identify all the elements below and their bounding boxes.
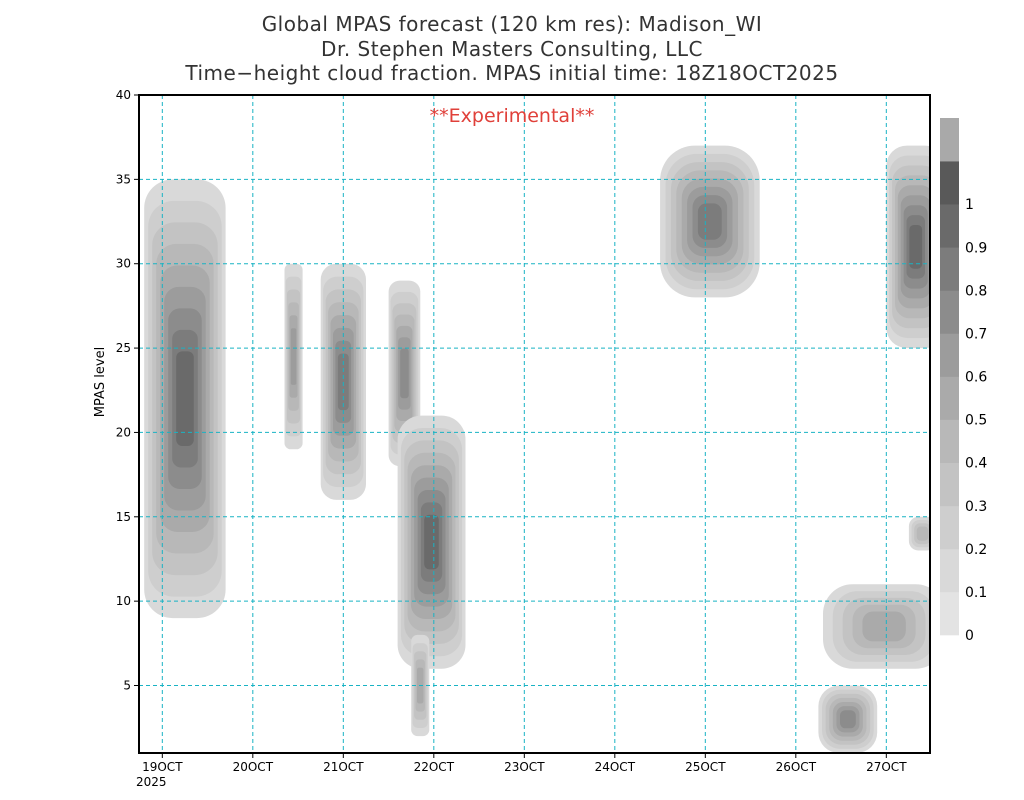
colorbar-box-5 [940, 376, 959, 420]
x-axis: 19OCT 20OCT 21OCT 22OCT 23OCT 24OCT 25OCT 26OCT… [142, 753, 907, 774]
cloud-region-7-level-7 [840, 710, 856, 729]
colorbar-box-8 [940, 247, 959, 291]
cloud-region-2-level-8 [337, 353, 349, 411]
x-tick-label-19OCT: 19OCT [142, 760, 183, 774]
colorbar-box-6 [940, 333, 959, 377]
cloud-region-11-level-2 [937, 628, 944, 710]
experimental-annotation: **Experimental** [430, 105, 595, 127]
y-tick-label-5: 5 [123, 679, 131, 693]
colorbar-box-3 [940, 462, 959, 507]
x-tick-label-27OCT: 27OCT [866, 760, 907, 774]
colorbar-box-10 [940, 161, 959, 205]
cloud-region-6-level-8 [697, 203, 722, 240]
colorbar-box-0 [940, 591, 959, 636]
cloud-region-8-level-5 [862, 611, 906, 642]
x-tick-label-20OCT: 20OCT [233, 760, 274, 774]
cloud-region-4-level-9 [424, 514, 439, 570]
colorbar-box-7 [940, 290, 959, 334]
x-tick-label-22OCT: 22OCT [414, 760, 455, 774]
cloud-region-11-level-3 [938, 638, 944, 700]
cloud-region-0-level-9 [176, 351, 194, 446]
y-axis-label: MPAS level [93, 347, 108, 417]
colorbar-label-0.9: 0.9 [965, 240, 987, 256]
cloud-fraction-field [144, 145, 944, 753]
cloud-region-10-level-4 [916, 526, 929, 541]
cloud-region-9-level-9 [909, 225, 923, 269]
chart-title-line-1: Global MPAS forecast (120 km res): Madis… [261, 12, 763, 36]
y-tick-label-10: 10 [116, 594, 131, 608]
colorbar-label-0.2: 0.2 [965, 542, 987, 558]
y-tick-label-25: 25 [116, 341, 131, 355]
y-axis: 5 10 15 20 25 30 35 40 [116, 88, 139, 693]
x-tick-label-25OCT: 25OCT [685, 760, 726, 774]
colorbar-legend: 0 0.1 0.2 0.3 0.4 0.5 0.6 0.7 0.8 0.9 1 [940, 118, 987, 644]
colorbar-label-0.6: 0.6 [965, 370, 987, 386]
chart-title-line-3: Time−height cloud fraction. MPAS initial… [185, 61, 839, 85]
colorbar-label-0: 0 [965, 628, 974, 644]
chart-title-line-2: Dr. Stephen Masters Consulting, LLC [321, 37, 703, 61]
cloud-region-11-level-4 [939, 647, 943, 690]
y-tick-label-30: 30 [116, 257, 131, 271]
y-tick-label-35: 35 [116, 172, 131, 186]
colorbar-label-1: 1 [965, 197, 974, 213]
colorbar-label-0.8: 0.8 [965, 283, 987, 299]
y-tick-label-40: 40 [116, 88, 131, 102]
x-axis-year: 2025 [136, 775, 167, 789]
colorbar-label-0.7: 0.7 [965, 326, 987, 342]
plot-frame [138, 94, 931, 754]
colorbar-box-2 [940, 505, 959, 550]
colorbar-label-0.1: 0.1 [965, 585, 987, 601]
colorbar-label-0.5: 0.5 [965, 413, 987, 429]
colorbar-label-0.4: 0.4 [965, 456, 987, 472]
x-tick-label-24OCT: 24OCT [595, 760, 636, 774]
cloud-region-3-level-7 [400, 348, 409, 399]
x-tick-label-26OCT: 26OCT [776, 760, 817, 774]
colorbar-label-0.3: 0.3 [965, 499, 987, 515]
y-tick-label-15: 15 [116, 510, 131, 524]
colorbar-box-11 [940, 118, 959, 162]
colorbar-box-9 [940, 204, 959, 248]
grid-lines [139, 95, 930, 753]
colorbar-box-4 [940, 419, 959, 463]
y-tick-label-20: 20 [116, 425, 131, 439]
cloud-region-1-level-6 [290, 328, 297, 385]
x-tick-label-21OCT: 21OCT [323, 760, 364, 774]
x-tick-label-23OCT: 23OCT [504, 760, 545, 774]
colorbar-box-1 [940, 548, 959, 593]
